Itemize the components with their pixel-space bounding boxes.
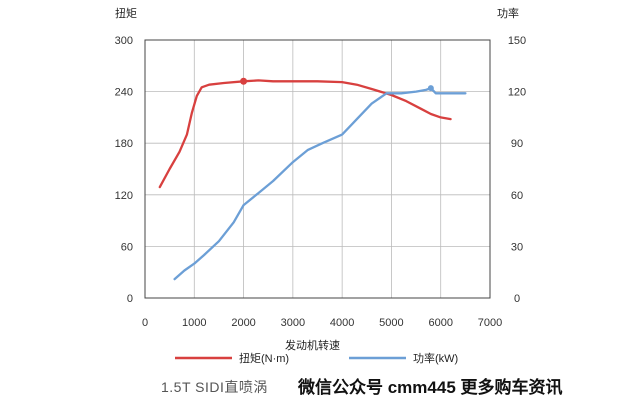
x-tick-label: 5000 <box>379 317 403 329</box>
legend-label-power: 功率(kW) <box>413 351 458 365</box>
plot-frame <box>144 39 491 299</box>
left-axis-title: 扭矩 <box>115 6 137 20</box>
left-tick-label: 180 <box>115 138 133 150</box>
right-tick-label: 60 <box>511 190 523 202</box>
right-axis-title: 功率 <box>497 6 519 20</box>
series-lines <box>158 77 467 281</box>
left-axis-ticks: 0 60 120 180 240 300 <box>115 35 133 305</box>
right-tick-label: 30 <box>511 241 523 253</box>
legend: 扭矩(N·m) 功率(kW) <box>175 351 458 365</box>
legend-label-torque: 扭矩(N·m) <box>239 351 289 365</box>
torque-series-line <box>158 79 452 189</box>
right-tick-label: 120 <box>508 87 526 99</box>
right-tick-label: 0 <box>514 293 520 305</box>
left-tick-label: 300 <box>115 35 133 47</box>
left-tick-label: 0 <box>127 293 133 305</box>
plot-border <box>144 39 491 299</box>
power-peak-marker <box>427 85 434 92</box>
x-tick-label: 0 <box>142 317 148 329</box>
x-tick-label: 1000 <box>182 317 206 329</box>
chart-caption: 1.5T SIDI直喷涡 <box>161 379 268 395</box>
torque-peak-marker <box>240 77 248 85</box>
x-tick-label: 2000 <box>231 317 255 329</box>
x-axis-title: 发动机转速 <box>285 338 340 352</box>
x-tick-label: 6000 <box>428 317 452 329</box>
left-tick-label: 120 <box>115 190 133 202</box>
grid <box>145 40 490 298</box>
right-tick-label: 150 <box>508 35 526 47</box>
left-tick-label: 240 <box>115 87 133 99</box>
right-tick-label: 90 <box>511 138 523 150</box>
x-axis-ticks: 0 1000 2000 3000 4000 5000 6000 7000 <box>142 317 502 329</box>
left-tick-label: 60 <box>121 241 133 253</box>
x-tick-label: 4000 <box>330 317 354 329</box>
x-tick-label: 7000 <box>478 317 502 329</box>
power-series-line <box>173 87 467 281</box>
x-tick-label: 3000 <box>281 317 305 329</box>
right-axis-ticks: 0 30 60 90 120 150 <box>508 35 526 305</box>
watermark-text: 微信公众号 cmm445 更多购车资讯 <box>297 377 563 397</box>
